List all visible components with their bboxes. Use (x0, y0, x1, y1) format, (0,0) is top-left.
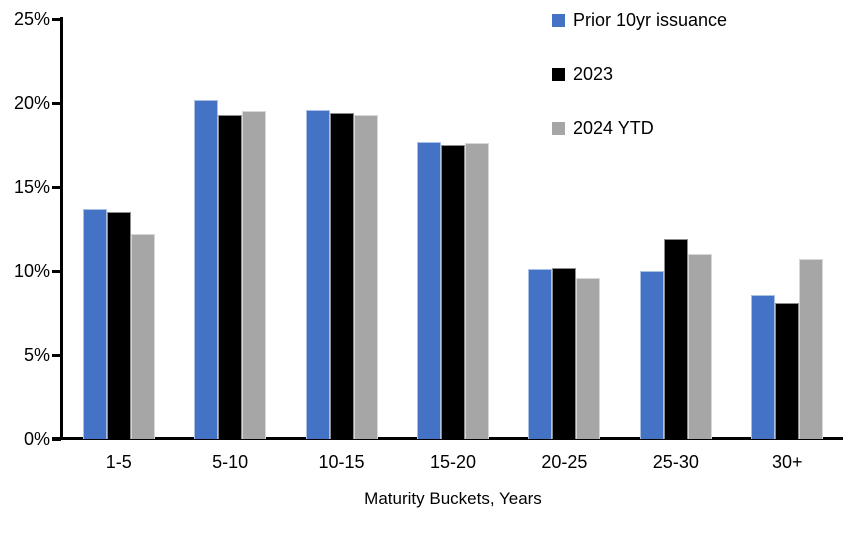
bar-30+-2024-ytd (799, 259, 824, 439)
legend-item-2023: 2023 (552, 64, 727, 85)
bar-25-30-2024-ytd (687, 254, 712, 439)
x-axis-title: Maturity Buckets, Years (364, 489, 542, 508)
bar-20-25-2023 (552, 268, 577, 439)
bar-25-30-prior-10yr-issuance (639, 271, 664, 439)
bar-group-5-10 (174, 19, 285, 439)
x-axis-category-labels: 1-5 5-10 10-15 15-20 20-25 25-30 30+ (63, 452, 843, 473)
bar-group-30+ (732, 19, 843, 439)
bar-group-1-5 (63, 19, 174, 439)
y-tick (52, 185, 61, 189)
category-label: 5-10 (212, 452, 249, 472)
bar-1-5-prior-10yr-issuance (82, 209, 107, 439)
legend-label: Prior 10yr issuance (573, 10, 728, 30)
category-label: 15-20 (429, 452, 476, 472)
y-tick-label: 25% (13, 9, 50, 29)
y-tick-label: 20% (13, 93, 50, 113)
legend-item-2024-ytd: 2024 YTD (552, 118, 727, 139)
legend-marker (552, 122, 565, 135)
bar-5-10-2023 (218, 115, 243, 439)
legend-label: 2023 (573, 64, 614, 84)
legend-item-prior-10yr-issuance: Prior 10yr issuance (552, 10, 727, 31)
category-label: 25-30 (652, 452, 699, 472)
bar-group-15-20 (397, 19, 508, 439)
bar-10-15-2023 (329, 113, 354, 439)
y-tick-label: 0% (23, 429, 50, 449)
bar-20-25-prior-10yr-issuance (528, 269, 553, 439)
bar-group-20-25 (509, 19, 620, 439)
bar-10-15-2024-ytd (353, 115, 378, 439)
bar-30+-2023 (775, 303, 800, 439)
y-tick (52, 101, 61, 105)
bar-group-10-15 (286, 19, 397, 439)
category-label: 30+ (771, 452, 803, 472)
bar-25-30-2023 (663, 239, 688, 439)
y-tick-label: 15% (13, 177, 50, 197)
bar-15-20-2023 (440, 145, 465, 439)
bar-15-20-prior-10yr-issuance (416, 142, 441, 439)
bar-30+-prior-10yr-issuance (751, 295, 776, 439)
legend-label: 2024 YTD (573, 118, 654, 138)
bar-10-15-prior-10yr-issuance (305, 110, 330, 439)
bar-1-5-2024-ytd (130, 234, 155, 439)
plot-area (63, 19, 843, 439)
y-tick (52, 353, 61, 357)
y-tick (52, 17, 61, 21)
category-label: 1-5 (105, 452, 132, 472)
bar-5-10-2024-ytd (242, 111, 267, 439)
y-tick (52, 269, 61, 273)
category-label: 10-15 (318, 452, 365, 472)
bar-15-20-2024-ytd (464, 143, 489, 439)
legend-marker (552, 68, 565, 81)
y-tick-label: 10% (13, 261, 50, 281)
y-tick (52, 437, 61, 441)
bar-20-25-2024-ytd (576, 278, 601, 439)
category-label: 20-25 (541, 452, 588, 472)
y-tick-label: 5% (23, 345, 50, 365)
bar-5-10-prior-10yr-issuance (194, 100, 219, 439)
bar-group-25-30 (620, 19, 731, 439)
legend-marker (552, 14, 565, 27)
bar-1-5-2023 (106, 212, 131, 439)
legend: Prior 10yr issuance 2023 2024 YTD (552, 10, 727, 139)
y-axis-line (60, 17, 63, 440)
